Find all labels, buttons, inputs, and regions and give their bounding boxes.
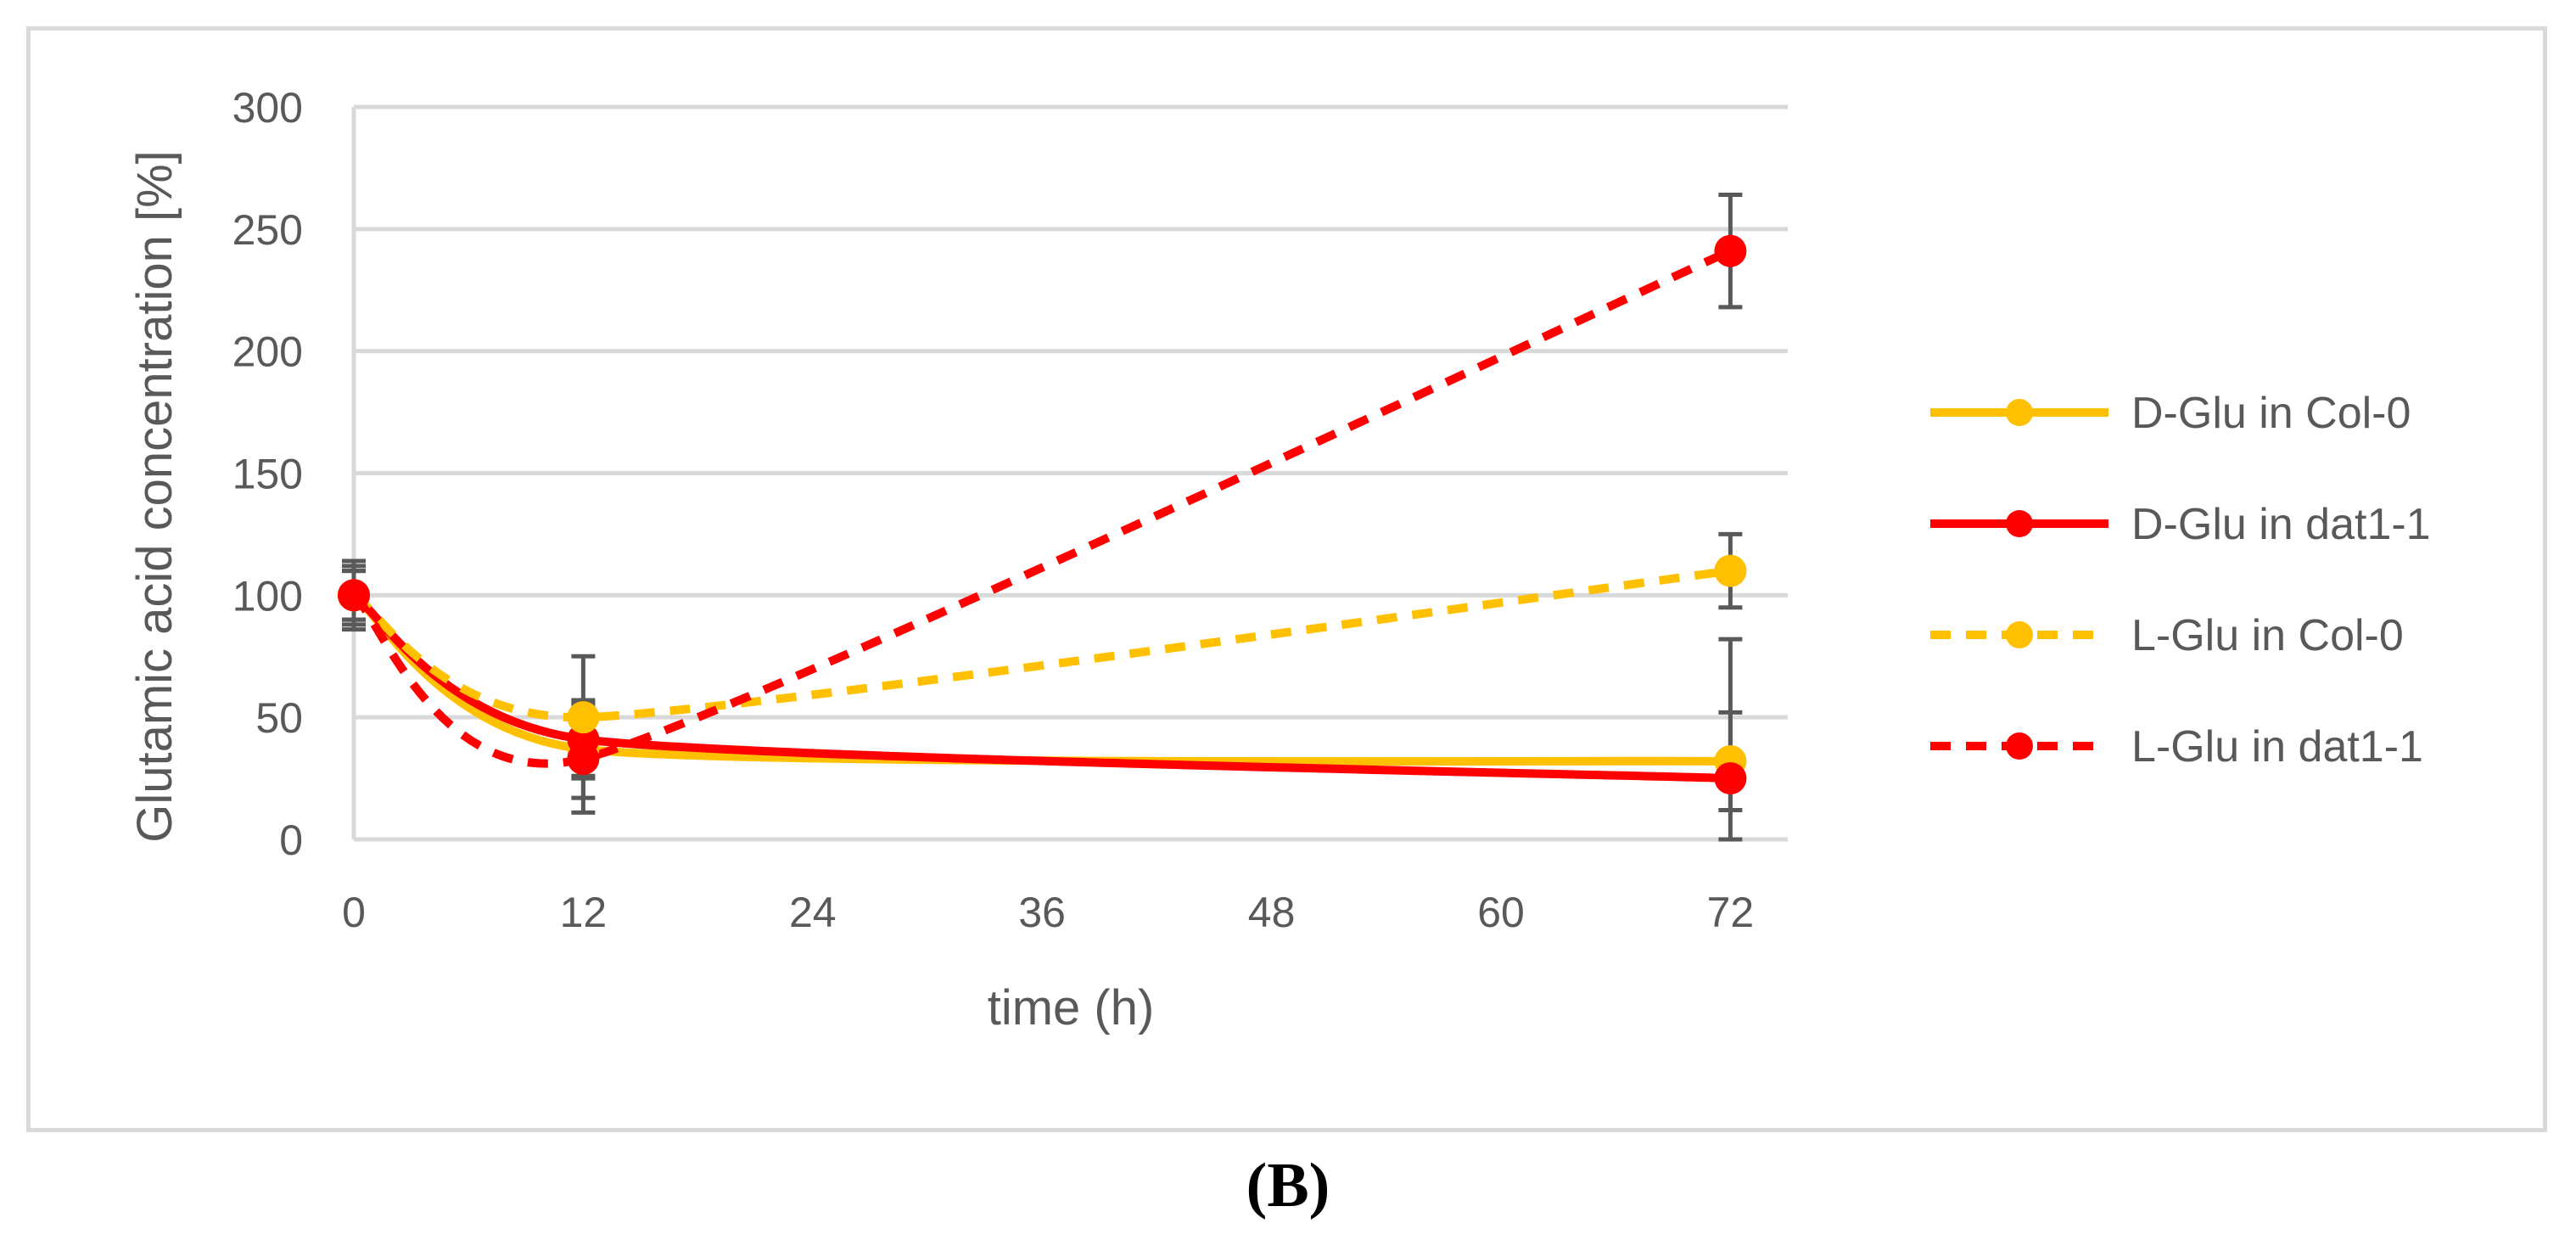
legend-label-2: L-Glu in Col-0 (2131, 611, 2404, 660)
series-1-line (350, 591, 1735, 783)
series-2-point-2 (1714, 554, 1747, 587)
chart-frame (26, 26, 2547, 1132)
x-tick-label-24: 24 (789, 889, 837, 936)
y-tick-label-50: 50 (255, 694, 303, 742)
series-3-point-0 (338, 579, 370, 612)
y-tick-label-250: 250 (232, 206, 303, 254)
series-3-line (350, 247, 1733, 768)
x-tick-label-72: 72 (1707, 889, 1755, 936)
y-tick-label-0: 0 (279, 816, 303, 864)
x-tick-label-0: 0 (342, 889, 366, 936)
series-3-point-2 (1714, 234, 1747, 267)
legend-marker-2 (2006, 621, 2033, 648)
x-axis-title: time (h) (988, 980, 1155, 1035)
legend-label-3: L-Glu in dat1-1 (2131, 722, 2423, 771)
legend-marker-1 (2006, 510, 2033, 537)
series-3-point-1 (567, 743, 600, 776)
x-tick-label-48: 48 (1248, 889, 1296, 936)
series-2-line (351, 566, 1732, 722)
legend-marker-3 (2006, 732, 2033, 760)
y-axis-title: Glutamic acid concentration [%] (127, 150, 182, 843)
legend-label-1: D-Glu in dat1-1 (2131, 500, 2431, 549)
x-tick-label-12: 12 (560, 889, 608, 936)
series-1-point-2 (1714, 762, 1747, 795)
legend-marker-0 (2006, 399, 2033, 426)
y-tick-label-150: 150 (232, 451, 303, 498)
y-tick-label-300: 300 (232, 84, 303, 132)
x-tick-label-60: 60 (1477, 889, 1525, 936)
y-tick-label-100: 100 (232, 572, 303, 620)
series-2-point-1 (567, 701, 600, 734)
panel-label: (B) (1246, 1151, 1330, 1220)
y-tick-label-200: 200 (232, 328, 303, 376)
x-tick-label-36: 36 (1018, 889, 1066, 936)
legend-label-0: D-Glu in Col-0 (2131, 389, 2411, 438)
chart-svg: 0 50 100 150 200 250 300 0 12 24 36 48 60 72 time (h) G… (127, 84, 2431, 1035)
